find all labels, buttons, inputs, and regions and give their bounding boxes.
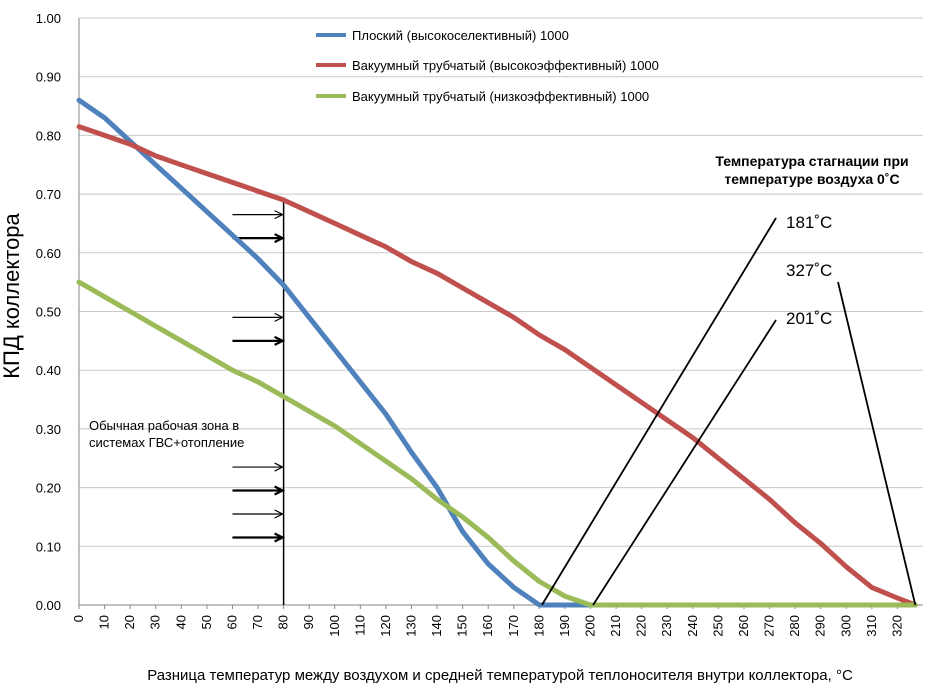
work-zone-marker (232, 199, 286, 605)
x-tick-label: 80 (276, 615, 291, 629)
series-line-1 (76, 124, 918, 608)
x-tick-label: 120 (378, 615, 393, 637)
x-tick-label: 100 (327, 615, 342, 637)
stagnation-line-327 (837, 281, 917, 606)
y-tick-label: 0.80 (36, 128, 61, 143)
legend-entry-0: Плоский (высокоселективный) 1000 (352, 28, 569, 43)
y-tick-label: 0.60 (36, 246, 61, 261)
y-tick-label: 1.00 (36, 11, 61, 26)
legend-entry-1: Вакуумный трубчатый (высокоэффективный) … (352, 58, 659, 73)
stagnation-lines (541, 217, 917, 606)
work-zone-label-line1: Обычная рабочая зона в (89, 418, 239, 433)
work-zone-arrow-head (274, 335, 286, 346)
work-zone-arrow-head (274, 532, 286, 543)
x-axis-title: Разница температур между воздухом и сред… (147, 667, 853, 684)
data-series (76, 97, 918, 608)
stagnation-label-201: 201˚C (786, 309, 832, 328)
work-zone-arrow-head (274, 462, 284, 472)
stagnation-label-181: 181˚C (786, 213, 832, 232)
work-zone-arrow-head (274, 485, 286, 496)
stagnation-title-line2: температуре воздуха 0˚C (724, 171, 899, 187)
y-tick-label: 0.20 (36, 481, 61, 496)
work-zone-label-line2: системах ГВС+отопление (89, 435, 244, 450)
x-tick-label: 10 (97, 615, 112, 629)
stagnation-line-181 (541, 217, 777, 606)
x-tick-label: 140 (429, 615, 444, 637)
x-tick-label: 60 (224, 615, 239, 629)
x-tick-label: 190 (557, 615, 572, 637)
x-tick-label: 0 (71, 615, 86, 622)
x-tick-label: 90 (301, 615, 316, 629)
x-tick-label: 40 (173, 615, 188, 629)
x-tick-label: 230 (659, 615, 674, 637)
y-tick-label: 0.40 (36, 363, 61, 378)
stagnation-line-201 (592, 319, 777, 606)
x-tick-label: 210 (608, 615, 623, 637)
legend: Плоский (высокоселективный) 1000 Вакуумны… (316, 28, 659, 104)
work-zone-arrow-head (274, 312, 284, 322)
y-tick-label: 0.00 (36, 598, 61, 613)
stagnation-title-line1: Температура стагнации при (715, 153, 908, 169)
y-axis-ticks: 0.00 0.10 0.20 0.30 0.40 0.50 0.60 0.70 0.80 0.90… (36, 11, 61, 613)
x-tick-label: 160 (480, 615, 495, 637)
x-tick-label: 180 (531, 615, 546, 637)
y-tick-label: 0.70 (36, 187, 61, 202)
x-tick-label: 200 (583, 615, 598, 637)
x-tick-label: 320 (889, 615, 904, 637)
series-line-2 (76, 279, 918, 608)
y-axis-title: КПД коллектора (0, 212, 24, 378)
x-tick-label: 30 (148, 615, 163, 629)
x-tick-label: 300 (838, 615, 853, 637)
y-tick-label: 0.10 (36, 539, 61, 554)
x-axis-ticks: 0 10 20 30 40 50 60 70 80 90 100 110 120 130 140 150 160… (71, 605, 904, 637)
x-tick-label: 150 (455, 615, 470, 637)
x-tick-label: 280 (787, 615, 802, 637)
work-zone-arrow-head (274, 509, 284, 519)
x-tick-label: 170 (506, 615, 521, 637)
work-zone-arrow-head (274, 210, 284, 220)
legend-entry-2: Вакуумный трубчатый (низкоэффективный) 1… (352, 89, 649, 104)
y-tick-label: 0.50 (36, 305, 61, 320)
x-tick-label: 310 (864, 615, 879, 637)
x-tick-label: 220 (634, 615, 649, 637)
y-tick-label: 0.30 (36, 422, 61, 437)
x-tick-label: 20 (122, 615, 137, 629)
x-tick-label: 270 (762, 615, 777, 637)
x-tick-label: 130 (403, 615, 418, 637)
x-tick-label: 70 (250, 615, 265, 629)
y-tick-label: 0.90 (36, 70, 61, 85)
x-tick-label: 290 (813, 615, 828, 637)
x-tick-label: 110 (352, 615, 367, 636)
work-zone-arrow-head (274, 233, 286, 244)
stagnation-label-327: 327˚C (786, 261, 832, 280)
x-tick-label: 250 (710, 615, 725, 637)
x-tick-label: 240 (685, 615, 700, 637)
x-tick-label: 260 (736, 615, 751, 637)
x-tick-label: 50 (199, 615, 214, 629)
